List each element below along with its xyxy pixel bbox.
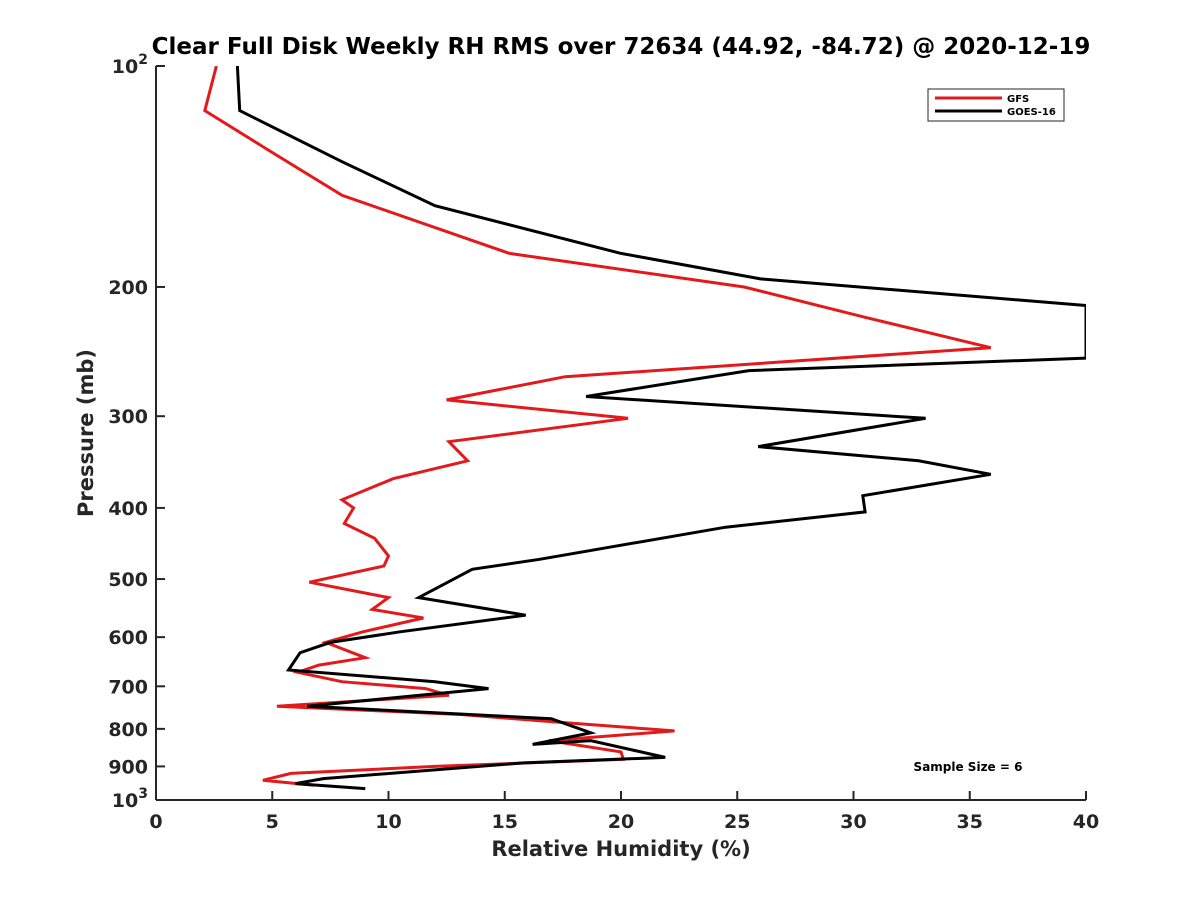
y-tick-label: 400 <box>108 498 148 520</box>
y-tick-label: 800 <box>108 719 148 741</box>
legend-label: GOES-16 <box>1007 107 1056 118</box>
x-tick-label: 25 <box>724 811 750 833</box>
x-tick-label: 5 <box>266 811 279 833</box>
y-tick-label: 103 <box>112 786 148 812</box>
x-axis-label: Relative Humidity (%) <box>491 837 750 861</box>
x-tick-label: 20 <box>608 811 634 833</box>
x-tick-label: 0 <box>149 811 162 833</box>
x-tick-label: 10 <box>375 811 401 833</box>
y-tick-label: 600 <box>108 627 148 649</box>
y-tick-label: 102 <box>112 52 148 78</box>
y-tick-label: 500 <box>108 569 148 591</box>
chart-title: Clear Full Disk Weekly RH RMS over 72634… <box>152 34 1091 60</box>
x-tick-label: 15 <box>492 811 518 833</box>
sample-size-annotation: Sample Size = 6 <box>914 760 1023 774</box>
axes-layer <box>155 66 1086 801</box>
series-line-gfs <box>203 66 992 787</box>
x-tick-label: 35 <box>957 811 983 833</box>
legend-label: GFS <box>1007 94 1029 105</box>
y-tick-label: 300 <box>108 406 148 428</box>
x-tick-label: 40 <box>1073 811 1099 833</box>
plot-area: 0 5 10 15 20 25 30 35 40 102 200 300 400 500 600 700 800… <box>108 52 1099 833</box>
legend: GFS GOES-16 <box>927 88 1065 122</box>
y-tick-label: 200 <box>108 277 148 299</box>
y-tick-label: 900 <box>108 756 148 778</box>
y-axis-label: Pressure (mb) <box>74 349 98 517</box>
series-line-goes-16 <box>235 66 1086 791</box>
x-tick-label: 30 <box>840 811 866 833</box>
y-tick-label: 700 <box>108 676 148 698</box>
ticks-layer: 0 5 10 15 20 25 30 35 40 102 200 300 400 500 600 700 800… <box>108 52 1099 833</box>
series-layer <box>203 66 1086 791</box>
legend-box <box>927 88 1065 122</box>
